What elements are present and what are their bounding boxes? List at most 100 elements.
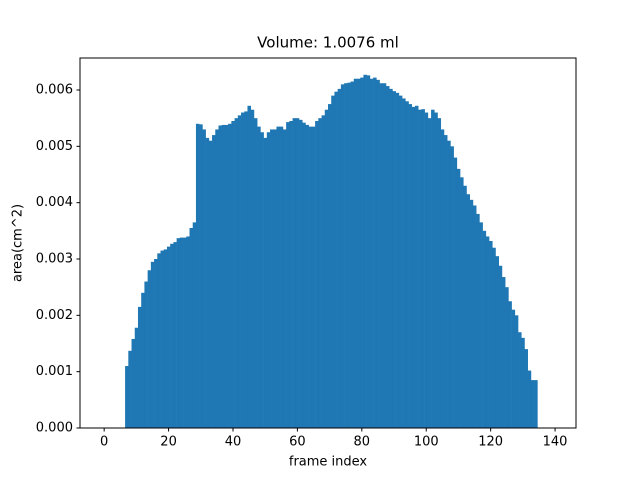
bar bbox=[253, 118, 258, 429]
y-tick-label: 0.001 bbox=[36, 364, 73, 379]
bar bbox=[263, 137, 268, 429]
bar bbox=[266, 132, 271, 428]
y-tick-label: 0.004 bbox=[36, 195, 73, 210]
bar bbox=[472, 205, 477, 428]
bar bbox=[134, 327, 139, 428]
bar bbox=[286, 122, 290, 429]
bar bbox=[482, 230, 487, 428]
bar bbox=[331, 95, 335, 429]
bar bbox=[398, 95, 403, 429]
bar bbox=[244, 111, 248, 428]
bar bbox=[385, 86, 390, 428]
y-axis-label: area(cm^2) bbox=[11, 204, 26, 282]
bar bbox=[305, 124, 309, 428]
bar bbox=[334, 91, 338, 429]
bar bbox=[424, 112, 429, 428]
y-tick-label: 0.003 bbox=[36, 251, 73, 266]
x-tick-label: 0 bbox=[100, 435, 108, 450]
bar bbox=[154, 258, 158, 428]
bar bbox=[241, 112, 245, 428]
bar bbox=[183, 237, 187, 428]
bar bbox=[318, 118, 322, 429]
bar bbox=[273, 129, 277, 428]
bar bbox=[157, 253, 161, 428]
bar bbox=[440, 129, 445, 428]
bar bbox=[234, 118, 239, 429]
x-tick-label: 120 bbox=[478, 435, 503, 450]
y-tick-label: 0.000 bbox=[36, 421, 73, 436]
bar bbox=[505, 287, 509, 428]
x-tick-label: 80 bbox=[354, 435, 371, 450]
bar bbox=[205, 137, 210, 429]
bar bbox=[521, 337, 525, 428]
x-tick-label: 40 bbox=[225, 435, 242, 450]
y-tick-label: 0.006 bbox=[36, 82, 73, 97]
bar bbox=[170, 243, 174, 428]
bar bbox=[418, 109, 422, 429]
bar bbox=[192, 222, 197, 428]
bar bbox=[311, 126, 316, 428]
bar bbox=[292, 118, 297, 429]
bar bbox=[431, 109, 435, 429]
bar bbox=[524, 349, 528, 428]
bar bbox=[195, 123, 200, 429]
bar bbox=[270, 129, 274, 428]
bar bbox=[344, 83, 348, 428]
bar bbox=[208, 140, 213, 428]
bar bbox=[215, 129, 219, 428]
bar bbox=[530, 380, 535, 428]
bar bbox=[389, 88, 393, 429]
bar bbox=[228, 123, 232, 429]
bar bbox=[128, 350, 132, 428]
bar bbox=[373, 77, 377, 429]
bar bbox=[460, 177, 464, 428]
bar bbox=[186, 236, 190, 428]
x-tick-label: 100 bbox=[414, 435, 439, 450]
bar bbox=[141, 292, 145, 428]
bar bbox=[421, 109, 425, 428]
bar bbox=[511, 309, 516, 428]
bar bbox=[456, 168, 461, 428]
bar bbox=[199, 124, 203, 428]
bar bbox=[147, 270, 152, 428]
bar bbox=[363, 74, 367, 429]
bar bbox=[492, 247, 496, 428]
bar bbox=[218, 125, 223, 428]
bar bbox=[479, 222, 483, 428]
x-tick-label: 140 bbox=[543, 435, 568, 450]
axes-frame bbox=[79, 57, 577, 429]
bar bbox=[337, 88, 342, 429]
bar bbox=[308, 126, 313, 428]
bar bbox=[395, 92, 400, 429]
bar bbox=[501, 277, 506, 428]
bar bbox=[221, 124, 226, 428]
bar bbox=[295, 118, 300, 429]
bar bbox=[453, 157, 458, 428]
bar bbox=[347, 82, 351, 428]
bar bbox=[402, 98, 406, 428]
bar bbox=[437, 118, 442, 429]
bar bbox=[137, 306, 142, 428]
bar bbox=[125, 366, 129, 428]
bar bbox=[382, 83, 387, 428]
bar bbox=[463, 185, 467, 428]
bar bbox=[144, 281, 148, 428]
bar bbox=[366, 75, 371, 428]
y-tick-label: 0.002 bbox=[36, 308, 73, 323]
bar bbox=[257, 126, 261, 428]
x-tick-label: 20 bbox=[160, 435, 177, 450]
y-tick-label: 0.005 bbox=[36, 139, 73, 154]
bar bbox=[414, 105, 419, 429]
bar bbox=[469, 199, 474, 428]
bar bbox=[237, 115, 242, 428]
bar bbox=[518, 332, 522, 428]
bar bbox=[131, 338, 136, 428]
bar bbox=[315, 120, 319, 429]
bar bbox=[166, 246, 171, 428]
bar bbox=[485, 236, 490, 428]
bar bbox=[450, 146, 454, 428]
bar bbox=[231, 120, 235, 429]
bar bbox=[176, 238, 181, 428]
